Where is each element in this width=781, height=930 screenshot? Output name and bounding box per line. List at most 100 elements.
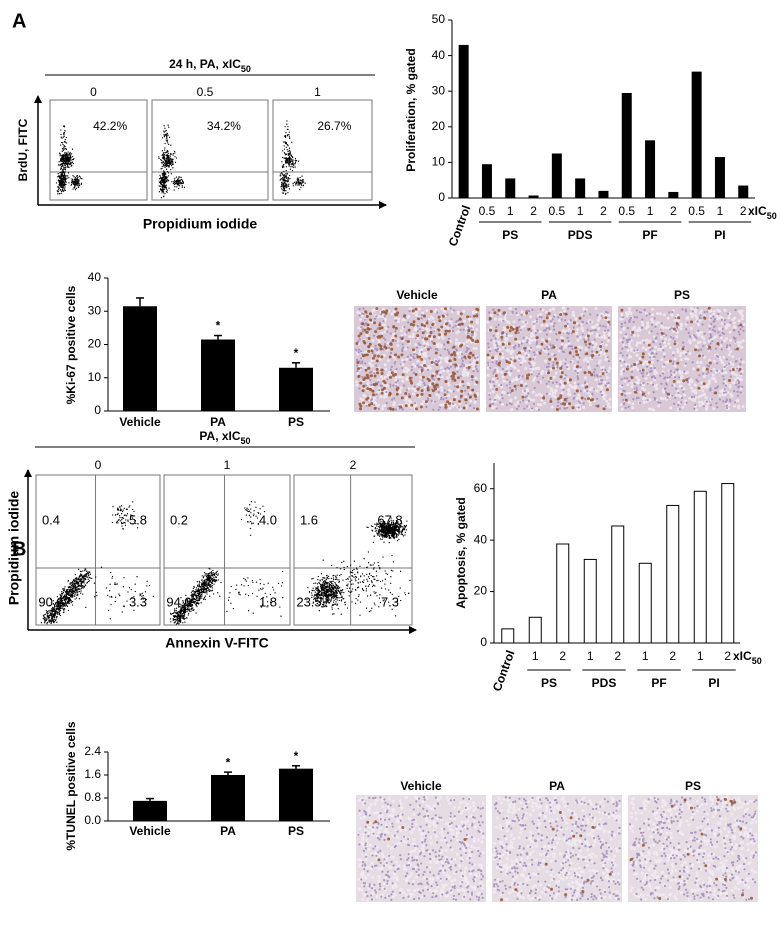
image-label: PS	[674, 288, 690, 302]
bar	[279, 768, 313, 821]
x-tick-label: 0.5	[618, 204, 635, 218]
y-tick-label: 0	[94, 403, 101, 417]
y-tick-label: 0.8	[84, 790, 101, 804]
bar	[551, 153, 562, 198]
x-tick-label: 1	[507, 204, 514, 218]
group-label: PI	[714, 228, 725, 242]
flow-title: 24 h, PA, xIC50	[169, 57, 251, 74]
cytometry-dots	[55, 125, 83, 195]
histology-texture	[486, 308, 611, 411]
x-tick-label: 1	[697, 649, 704, 663]
bar	[691, 71, 702, 198]
panel-label: A	[12, 10, 26, 32]
cytometry-dots	[169, 501, 284, 625]
bar	[575, 178, 586, 198]
image-label: Vehicle	[396, 288, 438, 302]
y-axis-label: Apoptosis, % gated	[454, 497, 468, 608]
y-tick-label: 0	[480, 635, 487, 649]
bar	[693, 490, 707, 644]
bar	[638, 562, 652, 644]
quadrant-value: 0.2	[170, 512, 188, 527]
y-tick-label: 30	[88, 303, 102, 317]
y-tick-label: 2.4	[84, 744, 101, 758]
histology-texture	[355, 307, 480, 411]
image-label: PS	[685, 779, 701, 793]
x-unit-sub: 50	[752, 656, 762, 666]
dose-label: 0	[95, 458, 102, 472]
bar	[123, 306, 157, 411]
y-tick-label: 10	[88, 370, 102, 384]
dose-label: 0.5	[197, 85, 214, 99]
y-tick-label: 30	[432, 83, 446, 97]
bar	[598, 190, 609, 198]
cytometry-dots	[40, 501, 154, 625]
group-label: PS	[541, 676, 557, 690]
bar	[583, 558, 597, 644]
group-label: PS	[502, 228, 518, 242]
x-tick-label: PA	[220, 824, 236, 838]
x-tick-label: 2	[724, 649, 731, 663]
x-axis-label: Propidium iodide	[143, 216, 258, 232]
bar	[133, 800, 167, 821]
dose-label: 1	[224, 458, 231, 472]
flow-title-sub: 50	[241, 64, 251, 74]
x-tick-label: 2	[600, 204, 607, 218]
bar	[279, 367, 313, 411]
x-axis-label: Annexin V-FITC	[165, 635, 268, 651]
cytometry-plot	[272, 99, 373, 201]
x-unit-main: xIC	[733, 649, 752, 663]
bar	[556, 543, 570, 644]
group-label: PI	[708, 676, 719, 690]
significance-mark: *	[216, 319, 221, 333]
histology-texture	[620, 306, 743, 402]
y-tick-label: 0	[438, 190, 445, 204]
y-tick-label: 40	[88, 270, 102, 284]
cytometry-dots	[158, 124, 186, 199]
y-tick-label: 20	[474, 584, 488, 598]
bar	[528, 616, 542, 644]
x-tick-label: 0.5	[479, 204, 496, 218]
image-label: PA	[549, 779, 565, 793]
y-tick-label: 40	[474, 532, 488, 546]
flow-title-main: 24 h, PA, xIC	[169, 57, 241, 71]
x-unit-main: xIC	[748, 204, 767, 218]
quadrant-value: 7.3	[381, 594, 399, 609]
bar	[201, 339, 235, 411]
bar	[611, 525, 625, 644]
quadrant-value: 5.8	[129, 512, 147, 527]
x-tick-label: 1	[577, 204, 584, 218]
histology-texture	[355, 307, 479, 411]
cytometry-dots	[306, 517, 411, 617]
y-axis-label: Propidium iodide	[6, 491, 22, 606]
x-tick-label: 1	[642, 649, 649, 663]
histology-texture	[619, 307, 745, 411]
group-label: PF	[642, 228, 657, 242]
histology-texture	[357, 796, 485, 902]
y-tick-label: 20	[432, 119, 446, 133]
cytometry-plot	[35, 474, 161, 626]
image-label: Vehicle	[400, 779, 442, 793]
x-tick-label: Vehicle	[129, 824, 171, 838]
x-tick-label: 2	[669, 649, 676, 663]
cytometry-dots	[279, 120, 306, 195]
x-tick-label: 2	[614, 649, 621, 663]
flow-title-sub: 50	[241, 436, 251, 446]
y-tick-label: 50	[432, 12, 446, 26]
histology-texture	[500, 811, 612, 902]
x-tick-label: 1	[587, 649, 594, 663]
histology-texture	[487, 307, 612, 411]
x-tick-label: Control	[490, 648, 518, 693]
y-tick-label: 20	[88, 337, 102, 351]
dose-label: 0	[90, 85, 97, 99]
x-tick-label: Control	[446, 203, 474, 248]
bar	[738, 185, 749, 198]
quadrant-value: 1.6	[300, 512, 318, 527]
histology-texture	[357, 795, 486, 902]
group-label: PDS	[568, 228, 593, 242]
x-tick-label: 1	[532, 649, 539, 663]
group-label: PF	[651, 676, 666, 690]
significance-mark: *	[294, 749, 299, 763]
x-tick-label: Vehicle	[119, 415, 161, 429]
bar	[211, 775, 245, 821]
